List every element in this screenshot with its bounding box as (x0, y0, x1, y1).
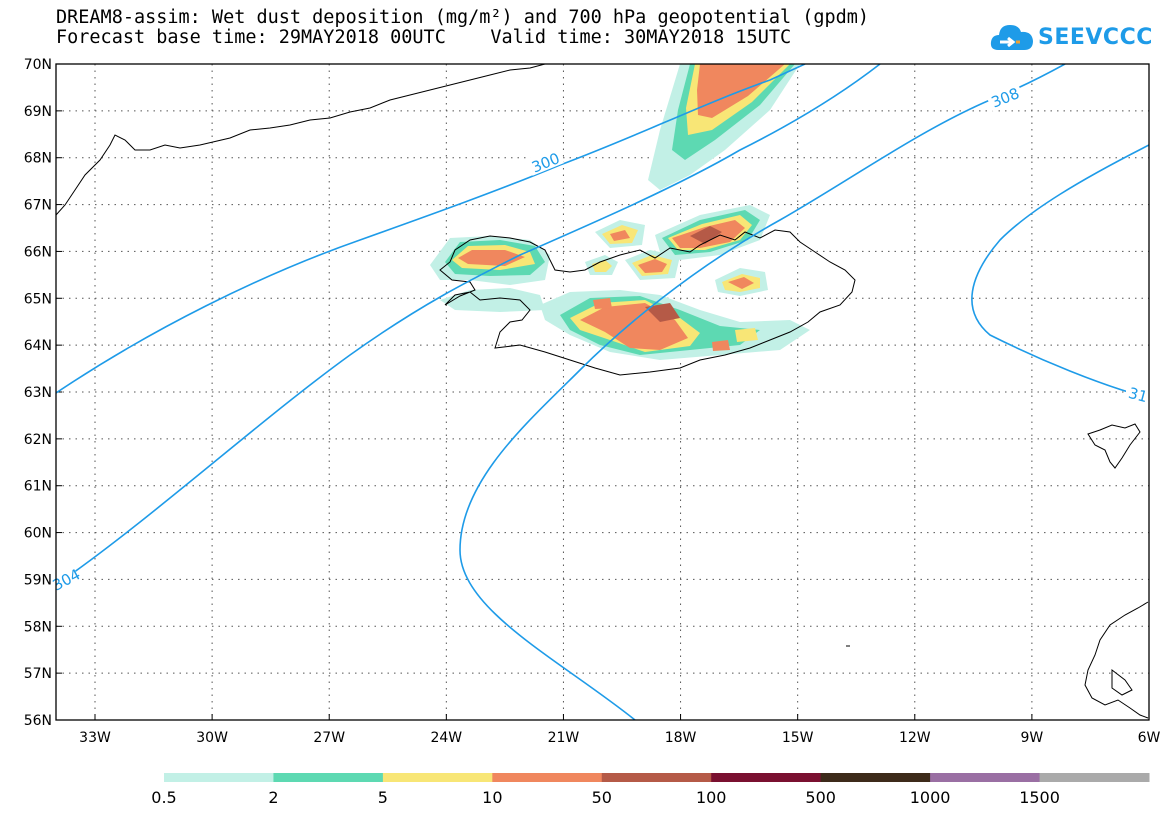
geopotential-contours (56, 64, 1149, 720)
colorbar-label: 5 (378, 788, 388, 807)
longitude-label: 30W (196, 730, 228, 746)
seevccc-logo: SEEVCCC (990, 18, 1153, 56)
colorbar-swatch (820, 773, 931, 782)
longitude-label: 6W (1138, 730, 1161, 746)
plot-frame (55, 63, 1150, 721)
latitude-label: 63N (24, 385, 52, 401)
title-line-2: Forecast base time: 29MAY2018 00UTC Vali… (56, 27, 792, 48)
chart-title: DREAM8-assim: Wet dust deposition (mg/m²… (56, 8, 869, 48)
latitude-label: 70N (24, 57, 52, 73)
colorbar-label: 1500 (1019, 788, 1060, 807)
colorbar-swatch (382, 773, 493, 782)
latitude-label: 59N (24, 572, 52, 588)
colorbar-swatch (492, 773, 603, 782)
colorbar-label: 100 (696, 788, 727, 807)
contour-label-31: 31 (1126, 384, 1149, 406)
colorbar-label: 0.5 (151, 788, 176, 807)
colorbar-swatch (1039, 773, 1150, 782)
colorbar: 0.5 2 5 10 50 100 500 1000 1500 (151, 773, 1150, 807)
title-line-1: DREAM8-assim: Wet dust deposition (mg/m²… (56, 7, 870, 28)
colorbar-label: 50 (592, 788, 612, 807)
colorbar-label: 500 (805, 788, 836, 807)
longitude-labels: 33W 30W 27W 24W 21W 18W 15W 12W 9W 6W (79, 730, 1160, 746)
latitude-labels: 70N 69N 68N 67N 66N 65N 64N 63N 62N 61N 60N 59N 58N 5… (24, 57, 52, 729)
latitude-label: 65N (24, 291, 52, 307)
cloud-icon (990, 25, 1033, 50)
coastlines (56, 64, 1149, 719)
colorbar-swatch (930, 773, 1041, 782)
longitude-label: 12W (899, 730, 931, 746)
latitude-label: 66N (24, 244, 52, 260)
colorbar-swatch (273, 773, 384, 782)
latitude-label: 68N (24, 151, 52, 167)
colorbar-label: 1000 (910, 788, 951, 807)
dust-deposition-shading (430, 64, 810, 360)
latitude-label: 58N (24, 619, 52, 635)
longitude-label: 27W (313, 730, 345, 746)
longitude-label: 24W (430, 730, 462, 746)
latitude-label: 60N (24, 526, 52, 542)
colorbar-label: 10 (482, 788, 502, 807)
longitude-label: 18W (665, 730, 697, 746)
longitude-label: 33W (79, 730, 111, 746)
longitude-label: 15W (782, 730, 814, 746)
colorbar-swatch (164, 773, 274, 782)
latitude-label: 56N (24, 713, 52, 729)
colorbar-swatch (711, 773, 822, 782)
logo-text: SEEVCCC (1038, 24, 1153, 50)
latitude-label: 62N (24, 432, 52, 448)
longitude-label: 9W (1021, 730, 1044, 746)
colorbar-swatch (601, 773, 712, 782)
latitude-label: 61N (24, 479, 52, 495)
latitude-label: 57N (24, 666, 52, 682)
longitude-label: 21W (548, 730, 580, 746)
latitude-label: 64N (24, 338, 52, 354)
graticule (56, 63, 1150, 721)
colorbar-label: 2 (268, 788, 278, 807)
latitude-label: 69N (24, 104, 52, 120)
latitude-label: 67N (24, 198, 52, 214)
